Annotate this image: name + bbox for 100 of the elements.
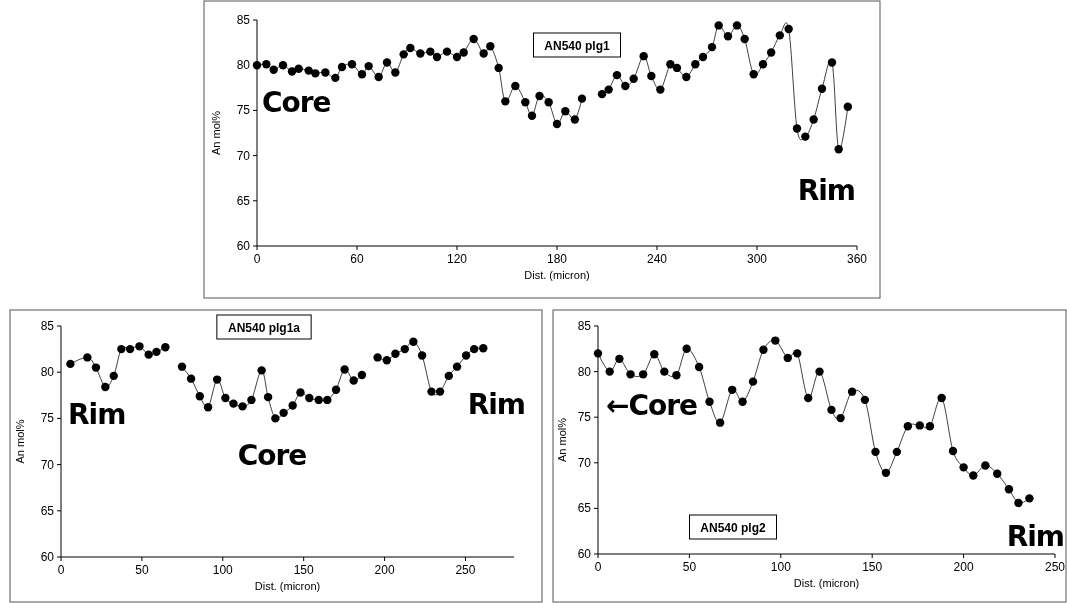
point — [815, 367, 824, 376]
point — [349, 376, 358, 385]
x-tick-label: 300 — [746, 252, 768, 266]
point — [847, 387, 857, 396]
point — [212, 375, 222, 384]
point — [827, 405, 836, 415]
point — [694, 362, 704, 372]
point — [125, 344, 135, 354]
y-tick-label: 75 — [577, 410, 592, 425]
point — [229, 399, 238, 408]
y-axis-title: An mol% — [210, 110, 222, 156]
point — [783, 353, 792, 363]
y-tick-label: 60 — [40, 550, 55, 564]
y-axis-title: An mol% — [14, 419, 26, 464]
annotation: Rim — [797, 174, 855, 207]
point — [161, 343, 170, 352]
x-axis-title: Dist. (micron) — [254, 580, 321, 592]
point — [323, 395, 332, 405]
point — [263, 392, 273, 402]
point — [892, 447, 902, 457]
point — [672, 371, 681, 380]
point — [357, 370, 367, 380]
point — [793, 349, 802, 358]
point — [66, 359, 75, 369]
point — [427, 387, 436, 396]
point — [247, 395, 256, 405]
annotation: Rim — [467, 388, 525, 421]
chart-title: AN540 plg1a — [227, 320, 301, 335]
point — [981, 461, 990, 470]
point — [479, 343, 488, 353]
y-tick-label: 65 — [40, 503, 55, 518]
point — [331, 385, 341, 394]
point — [969, 471, 978, 480]
point — [186, 374, 196, 383]
point — [444, 371, 453, 381]
point — [836, 413, 845, 423]
x-tick-label: 100 — [770, 560, 792, 574]
point — [409, 337, 418, 346]
point — [452, 362, 462, 371]
y-tick-label: 80 — [236, 58, 251, 73]
point — [638, 370, 648, 379]
point — [470, 344, 479, 354]
x-tick-label: 100 — [212, 563, 234, 577]
y-tick-label: 85 — [577, 319, 592, 333]
x-tick-label: 0 — [594, 560, 602, 574]
x-tick-label: 200 — [953, 560, 974, 574]
point — [279, 408, 288, 418]
annotation: Rim — [1006, 520, 1064, 553]
point — [615, 354, 624, 364]
y-tick-label: 80 — [40, 365, 55, 380]
annotation: Rim — [68, 398, 126, 431]
point — [915, 421, 924, 430]
point — [650, 350, 659, 359]
y-tick-label: 85 — [40, 319, 55, 333]
point — [937, 393, 946, 403]
x-tick-label: 360 — [846, 252, 868, 266]
point — [871, 447, 880, 457]
x-tick-label: 0 — [253, 252, 261, 266]
point — [860, 395, 870, 405]
point — [738, 397, 747, 406]
point — [626, 370, 635, 379]
point — [759, 345, 768, 354]
point — [83, 353, 92, 362]
x-tick-label: 50 — [135, 563, 149, 577]
point — [715, 418, 725, 427]
x-tick-label: 120 — [446, 252, 468, 266]
point — [925, 422, 935, 431]
point — [1025, 494, 1034, 503]
y-axis-title: An mol% — [556, 417, 568, 463]
x-tick-label: 250 — [1044, 560, 1066, 574]
annotation: Core — [237, 439, 307, 472]
y-tick-label: 70 — [236, 148, 251, 163]
x-tick-label: 0 — [57, 563, 65, 577]
point — [593, 349, 603, 358]
point — [221, 393, 230, 403]
x-tick-label: 150 — [293, 563, 315, 577]
point — [314, 395, 323, 405]
point — [177, 362, 187, 371]
point — [605, 367, 614, 376]
point — [288, 401, 297, 410]
y-tick-label: 60 — [577, 547, 592, 561]
x-axis-title: Dist. (micron) — [524, 269, 590, 281]
point — [804, 393, 813, 403]
text: AN540 plg2 — [700, 520, 766, 535]
point — [727, 385, 737, 395]
point — [382, 355, 392, 365]
annotation: ←Core — [606, 389, 698, 422]
point — [705, 397, 714, 406]
point — [257, 366, 266, 375]
point — [959, 463, 968, 472]
y-tick-label: 80 — [577, 364, 592, 379]
point — [948, 446, 958, 456]
point — [993, 469, 1002, 478]
point — [373, 353, 382, 362]
y-tick-label: 70 — [40, 457, 55, 472]
point — [417, 351, 427, 360]
point — [1014, 498, 1023, 508]
x-tick-label: 150 — [862, 560, 883, 574]
point — [682, 344, 691, 353]
y-tick-label: 65 — [236, 193, 251, 208]
